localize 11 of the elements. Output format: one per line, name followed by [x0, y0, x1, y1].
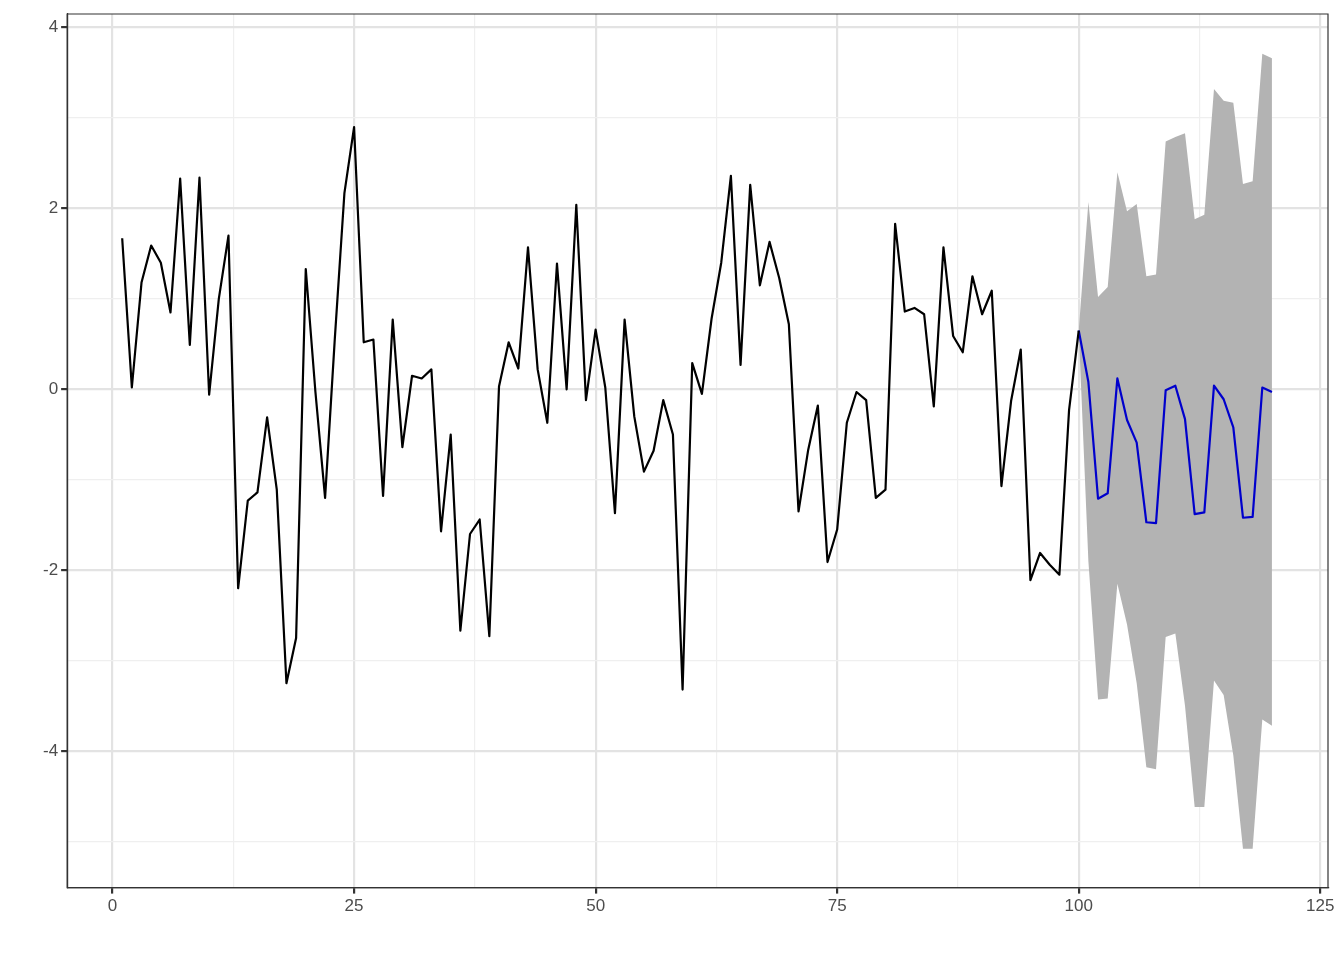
y-tick-label: 4: [48, 17, 59, 37]
y-tick-label: 0: [48, 378, 59, 398]
y-tick-label: 2: [48, 198, 59, 218]
y-tick-label: -4: [42, 740, 59, 760]
x-tick-label: 100: [1064, 896, 1093, 916]
x-tick-label: 25: [344, 896, 364, 916]
x-tick-label: 75: [827, 896, 847, 916]
x-tick-label: 125: [1306, 896, 1335, 916]
y-tick-label: -2: [42, 559, 59, 579]
x-tick-label: 0: [107, 896, 118, 916]
x-tick-label: 50: [586, 896, 606, 916]
